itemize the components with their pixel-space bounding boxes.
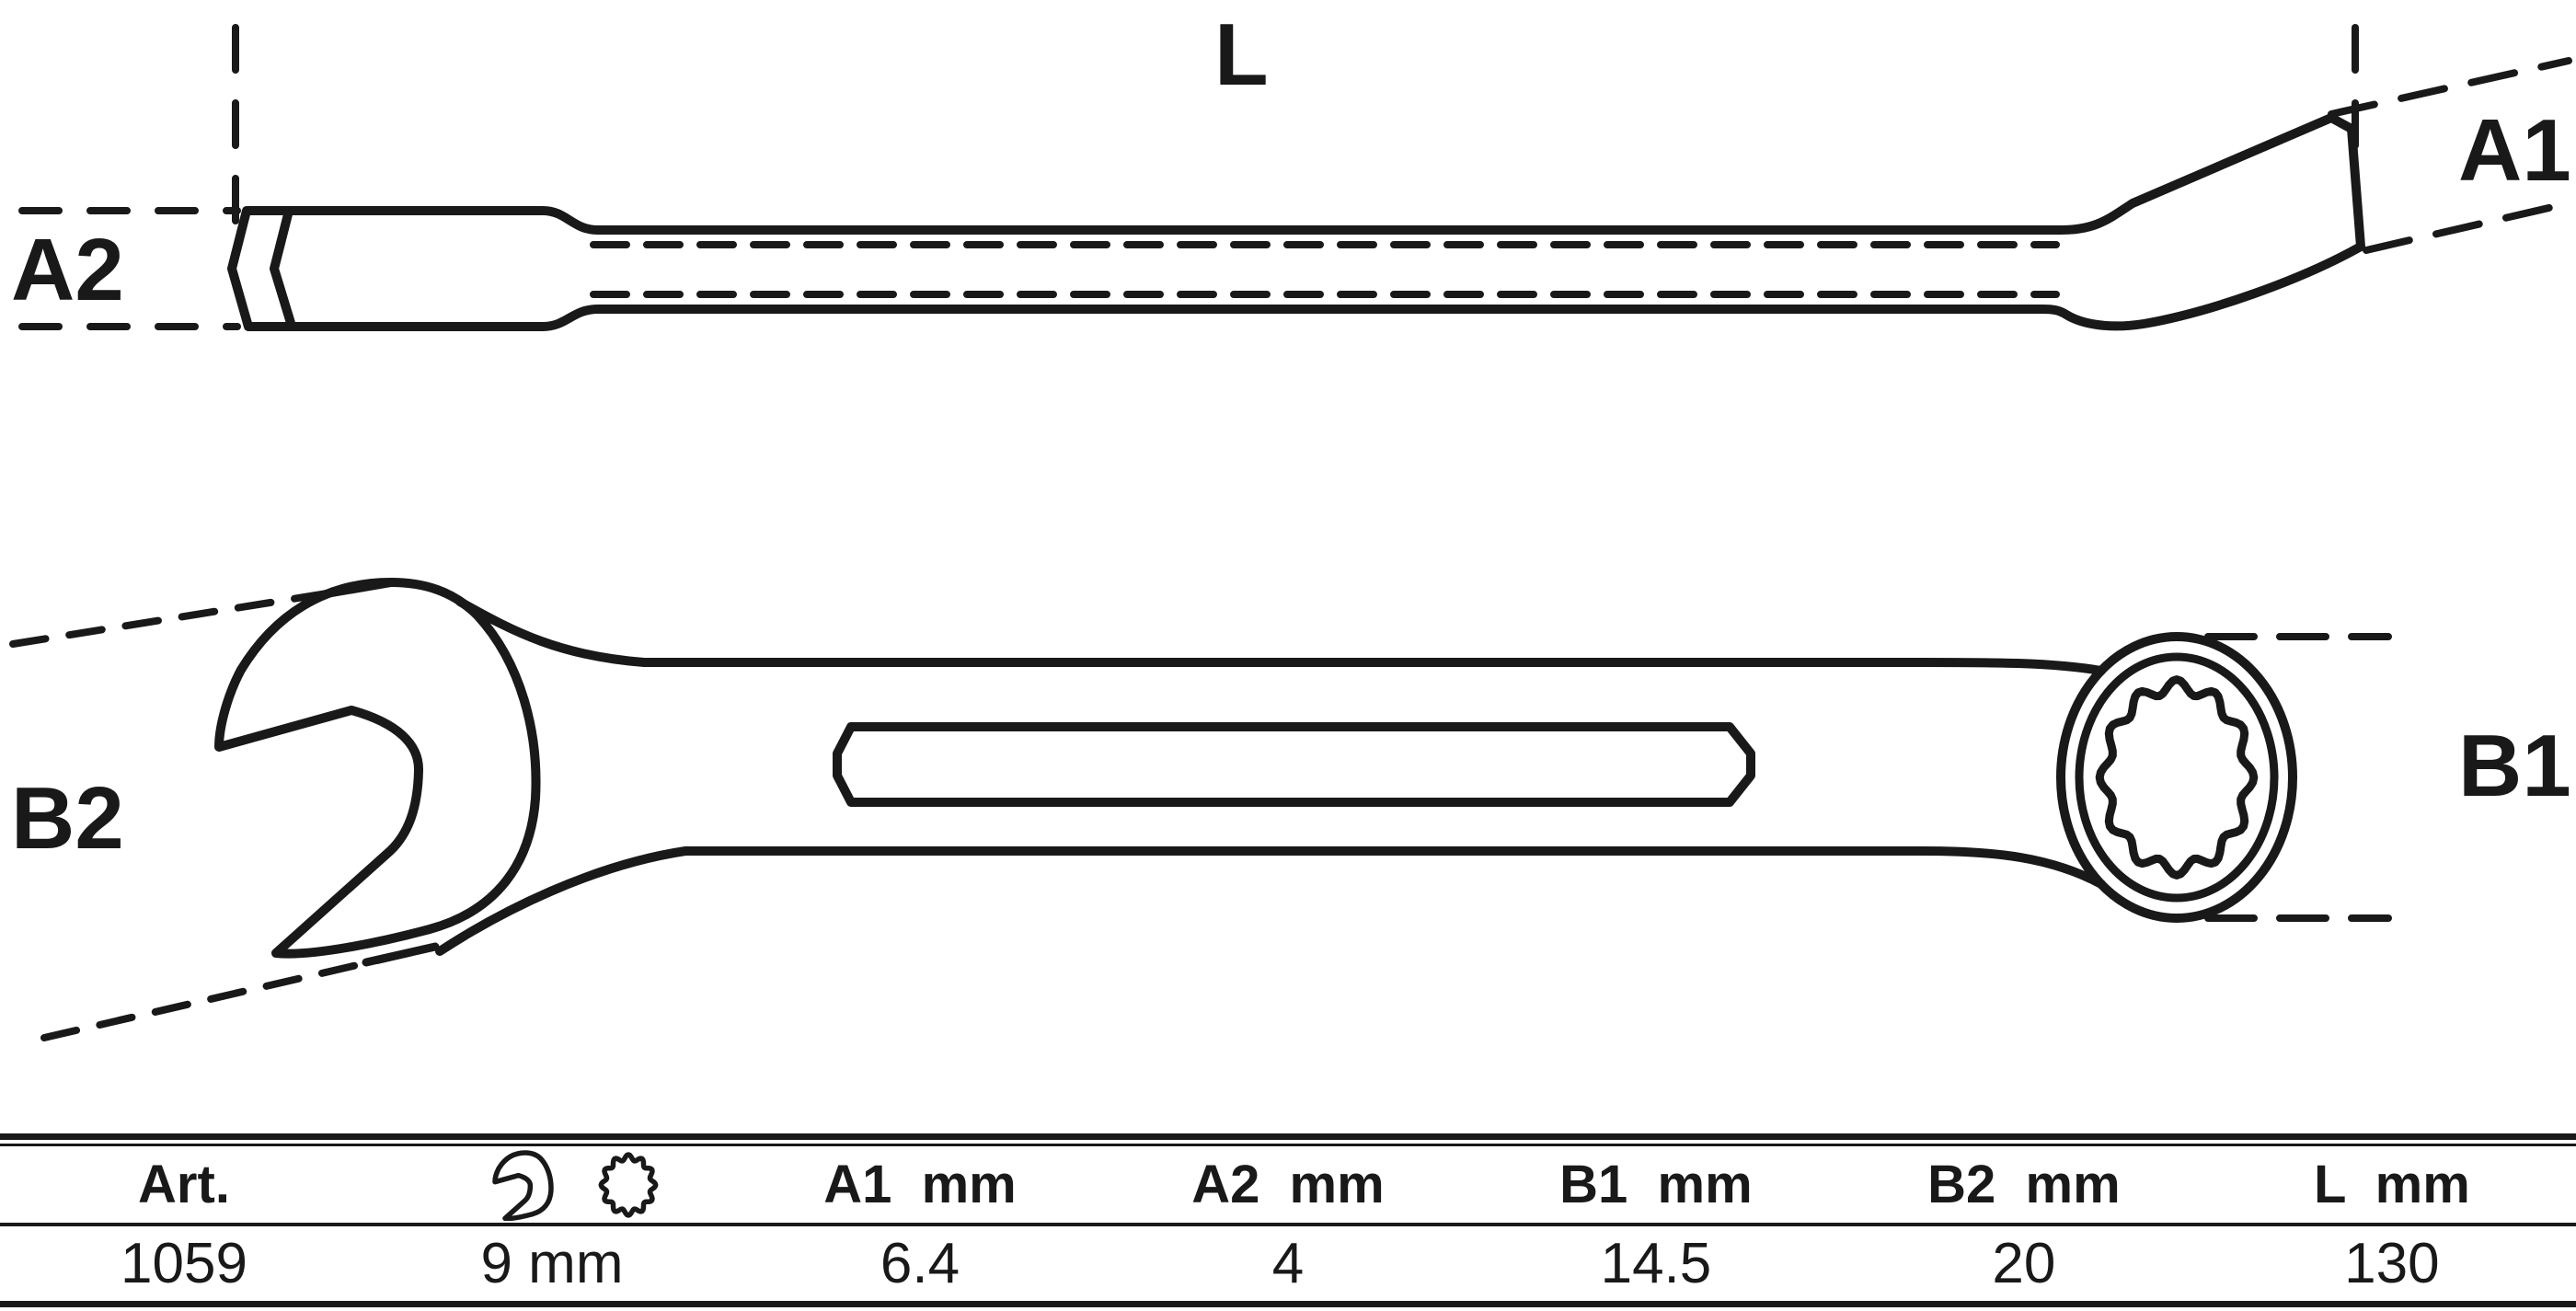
plan-view [9, 578, 2392, 1041]
b2-dimension-tangent-bottom [362, 942, 440, 967]
header-art: Art. [138, 1155, 230, 1214]
side-view-outline [227, 113, 2365, 331]
label-a2: A2 [11, 221, 124, 319]
a1-dimension-line-bottom [2363, 200, 2572, 254]
side-view [18, 24, 2572, 331]
ring-outer-edge [2056, 632, 2297, 923]
handle-recess-slot [833, 722, 1755, 807]
side-view-tip-facet [270, 210, 295, 328]
wrench-technical-drawing: L A1 A2 B1 B2 [9, 6, 2572, 1041]
header-b1: B1 mm [1559, 1155, 1753, 1214]
header-size-icons [368, 1146, 736, 1223]
cell-b1: 14.5 [1600, 1232, 1712, 1295]
open-end-wrench-icon [494, 1151, 553, 1219]
header-l: L mm [2314, 1155, 2470, 1214]
ring-inner-rim [2075, 652, 2279, 903]
b2-dimension-line-bottom [40, 944, 436, 1041]
cell-size: 9 mm [480, 1232, 624, 1295]
header-b2: B2 mm [1927, 1155, 2121, 1214]
a1-dimension-line-top [2328, 57, 2572, 118]
ring-12point-profile [2095, 675, 2259, 880]
table-bottom-heavy-rule [0, 1301, 2576, 1307]
open-end-head-outline [219, 582, 535, 954]
label-a1: A1 [2458, 101, 2571, 200]
table-middle-rule [0, 1223, 2576, 1226]
label-b2: B2 [11, 769, 124, 868]
b2-dimension-tangent-top [319, 578, 398, 599]
shaft-top-edge [455, 597, 2106, 675]
spec-table: Art. A1 mm A2 mm B1 mm B2 mm L mm 1059 9… [0, 1133, 2576, 1307]
table-top-heavy-rule [0, 1133, 2576, 1140]
header-a2: A2 mm [1191, 1155, 1385, 1214]
cell-l: 130 [2344, 1232, 2440, 1295]
label-l: L [1214, 6, 1269, 104]
cell-a1: 6.4 [880, 1232, 960, 1295]
cell-art: 1059 [121, 1232, 247, 1295]
cell-a2: 4 [1271, 1232, 1305, 1295]
ring-12point-icon [599, 1151, 659, 1218]
cell-b2: 20 [1992, 1232, 2056, 1295]
shaft-bottom-edge [435, 846, 2106, 956]
label-b1: B1 [2458, 717, 2571, 815]
table-data-row: 1059 9 mm 6.4 4 14.5 20 130 [0, 1226, 2576, 1301]
table-header-row: Art. A1 mm A2 mm B1 mm B2 mm L mm [0, 1146, 2576, 1223]
table-top-light-rule [0, 1144, 2576, 1146]
header-a1: A1 mm [823, 1155, 1017, 1214]
dimension-labels: L A1 A2 B1 B2 [11, 6, 2571, 868]
